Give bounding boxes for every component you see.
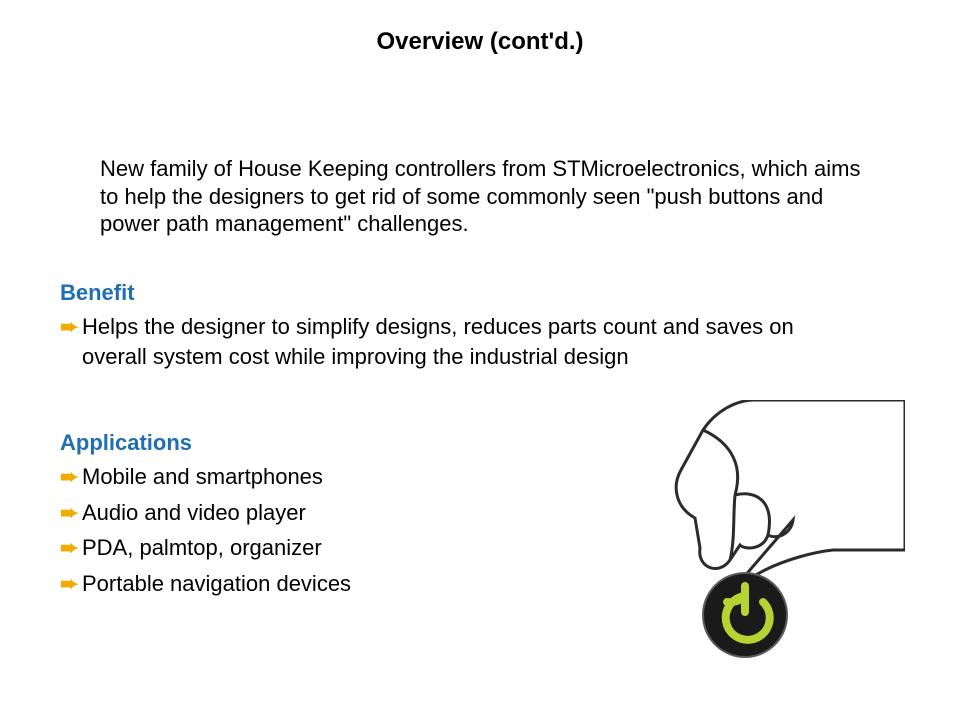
- applications-bullet: ➨ Portable navigation devices: [60, 569, 560, 599]
- applications-bullet-text: Portable navigation devices: [82, 569, 560, 599]
- benefit-bullet-text: Helps the designer to simplify designs, …: [82, 312, 860, 371]
- applications-bullet: ➨ Mobile and smartphones: [60, 462, 560, 492]
- arrow-icon: ➨: [60, 312, 82, 342]
- power-button-svg: [585, 400, 905, 660]
- benefit-bullet: ➨ Helps the designer to simplify designs…: [60, 312, 860, 371]
- slide: Overview (cont'd.) New family of House K…: [0, 0, 960, 720]
- benefit-section: Benefit ➨ Helps the designer to simplify…: [60, 280, 860, 371]
- applications-bullet-text: PDA, palmtop, organizer: [82, 533, 560, 563]
- arrow-icon: ➨: [60, 498, 82, 528]
- applications-bullet: ➨ Audio and video player: [60, 498, 560, 528]
- slide-title: Overview (cont'd.): [0, 28, 960, 56]
- arrow-icon: ➨: [60, 569, 82, 599]
- applications-section: Applications ➨ Mobile and smartphones ➨ …: [60, 430, 560, 599]
- power-button-icon: [703, 573, 787, 657]
- applications-heading: Applications: [60, 430, 560, 456]
- applications-bullet-text: Mobile and smartphones: [82, 462, 560, 492]
- hand-icon: [676, 400, 905, 585]
- hand-shape: [676, 400, 905, 585]
- applications-bullet: ➨ PDA, palmtop, organizer: [60, 533, 560, 563]
- arrow-icon: ➨: [60, 462, 82, 492]
- applications-bullet-text: Audio and video player: [82, 498, 560, 528]
- benefit-heading: Benefit: [60, 280, 860, 306]
- intro-paragraph: New family of House Keeping controllers …: [100, 155, 870, 238]
- illustration-hand-power-button: [585, 400, 905, 660]
- arrow-icon: ➨: [60, 533, 82, 563]
